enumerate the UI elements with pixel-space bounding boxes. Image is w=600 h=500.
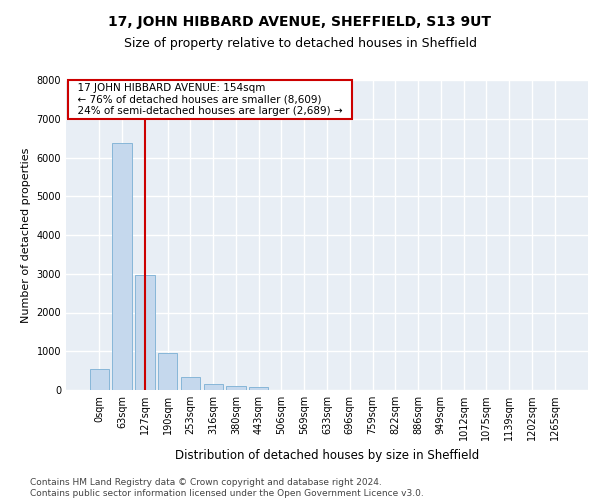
- Text: Size of property relative to detached houses in Sheffield: Size of property relative to detached ho…: [124, 38, 476, 51]
- Bar: [203, 384, 223, 390]
- Text: Contains HM Land Registry data © Crown copyright and database right 2024.
Contai: Contains HM Land Registry data © Crown c…: [30, 478, 424, 498]
- Bar: [226, 386, 245, 390]
- Text: 17 JOHN HIBBARD AVENUE: 154sqm  
  ← 76% of detached houses are smaller (8,609) : 17 JOHN HIBBARD AVENUE: 154sqm ← 76% of …: [71, 83, 349, 116]
- Text: 17, JOHN HIBBARD AVENUE, SHEFFIELD, S13 9UT: 17, JOHN HIBBARD AVENUE, SHEFFIELD, S13 …: [109, 15, 491, 29]
- Bar: [249, 388, 268, 390]
- Y-axis label: Number of detached properties: Number of detached properties: [21, 148, 31, 322]
- Bar: [135, 276, 155, 390]
- Bar: [112, 143, 132, 390]
- Bar: [181, 377, 200, 390]
- Bar: [158, 353, 178, 390]
- Bar: [90, 368, 109, 390]
- X-axis label: Distribution of detached houses by size in Sheffield: Distribution of detached houses by size …: [175, 448, 479, 462]
